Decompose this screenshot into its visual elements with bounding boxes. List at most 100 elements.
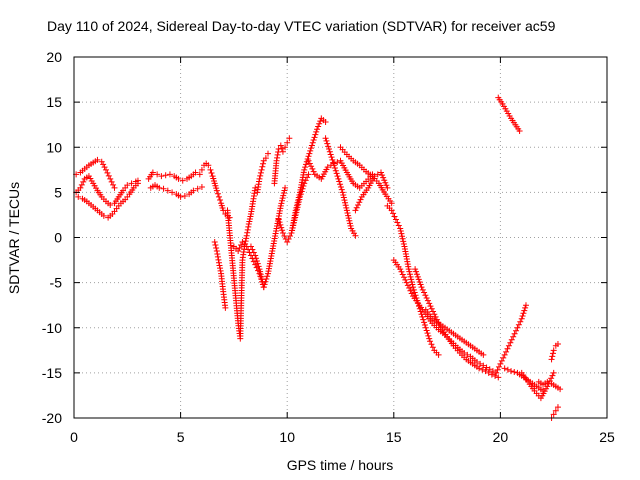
data-point	[262, 155, 269, 162]
data-point-interp	[332, 167, 339, 174]
data-point	[111, 184, 118, 191]
data-point	[424, 297, 431, 304]
x-tick-label: 10	[279, 429, 295, 445]
data-point-interp	[395, 222, 402, 229]
series-track-w	[493, 302, 529, 376]
data-point-interp	[420, 316, 427, 323]
data-point-interp	[245, 223, 252, 230]
data-point	[435, 351, 442, 358]
data-point-interp	[503, 348, 510, 355]
data-point-interp	[410, 286, 417, 293]
data-point-interp	[306, 150, 313, 157]
data-point-interp	[310, 168, 317, 175]
x-tick-label: 5	[177, 429, 185, 445]
data-point-interp	[295, 197, 302, 204]
data-point-interp	[394, 219, 401, 226]
data-point-interp	[520, 310, 527, 317]
data-point-interp	[407, 287, 414, 294]
data-point-interp	[464, 351, 471, 358]
data-point-interp	[426, 335, 433, 342]
data-point-interp	[333, 170, 340, 177]
data-point-interp	[259, 163, 266, 170]
data-point	[422, 324, 429, 331]
data-point-interp	[208, 169, 215, 176]
data-point	[522, 302, 529, 309]
data-point-interp	[217, 267, 224, 274]
data-point-interp	[511, 330, 518, 337]
data-point	[550, 411, 557, 418]
data-point-interp	[285, 236, 292, 243]
data-point	[343, 207, 350, 214]
data-point	[305, 171, 312, 178]
data-point	[497, 360, 504, 367]
grid-lines	[74, 57, 607, 418]
data-point	[211, 239, 218, 246]
data-point-interp	[250, 249, 257, 256]
data-point-interp	[423, 294, 430, 301]
data-point-interp	[408, 276, 415, 283]
data-point-interp	[254, 260, 261, 267]
series-track-d	[145, 169, 203, 184]
data-point	[324, 164, 331, 171]
data-point-interp	[479, 366, 486, 373]
data-point-interp	[257, 268, 264, 275]
data-point	[160, 185, 167, 192]
data-point-interp	[287, 232, 294, 239]
data-point-interp	[276, 219, 283, 226]
data-point-interp	[306, 160, 313, 167]
data-point-interp	[429, 344, 436, 351]
data-point	[335, 175, 342, 182]
data-point	[277, 202, 284, 209]
data-point	[277, 142, 284, 149]
series-track-l	[271, 135, 293, 187]
x-tick-label: 0	[70, 429, 78, 445]
data-point-interp	[413, 268, 420, 275]
series-track-m	[275, 171, 312, 246]
series-track-g	[211, 239, 229, 311]
data-point-interp	[249, 246, 256, 253]
data-point-interp	[415, 276, 422, 283]
data-point-interp	[253, 255, 260, 262]
data-point	[371, 173, 378, 180]
data-point-interp	[399, 233, 406, 240]
data-point-interp	[236, 245, 243, 252]
data-point-interp	[293, 204, 300, 211]
y-axis-label: SDTVAR / TECUs	[6, 182, 22, 294]
data-point-interp	[507, 339, 514, 346]
data-point-interp	[253, 257, 260, 264]
data-point-interp	[521, 307, 528, 314]
data-point	[243, 232, 250, 239]
data-point-interp	[411, 289, 418, 296]
data-point	[124, 182, 131, 189]
data-point	[207, 166, 214, 173]
series-track-x	[495, 94, 523, 135]
data-point	[554, 340, 561, 347]
data-point-interp	[407, 273, 414, 280]
data-point-interp	[216, 262, 223, 269]
data-point-interp	[264, 273, 271, 280]
data-point-interp	[295, 194, 302, 201]
data-point-interp	[549, 372, 556, 379]
y-tick-label: -10	[42, 320, 62, 336]
data-point-interp	[347, 222, 354, 229]
series-track-s	[384, 202, 442, 358]
data-point-interp	[421, 322, 428, 329]
data-point-interp	[500, 354, 507, 361]
data-point-interp	[495, 363, 502, 370]
data-point	[258, 166, 265, 173]
data-point-interp	[308, 163, 315, 170]
data-point-interp	[341, 197, 348, 204]
data-point-interp	[424, 330, 431, 337]
data-point-interp	[108, 178, 115, 185]
data-point-interp	[511, 368, 518, 375]
data-point-interp	[281, 232, 288, 239]
data-point	[279, 148, 286, 155]
data-point	[331, 162, 338, 169]
data-point-interp	[261, 281, 268, 288]
data-point-interp	[419, 313, 426, 320]
data-point	[550, 347, 557, 354]
data-point	[215, 193, 222, 200]
data-point-interp	[391, 213, 398, 220]
data-point-interp	[309, 165, 316, 172]
